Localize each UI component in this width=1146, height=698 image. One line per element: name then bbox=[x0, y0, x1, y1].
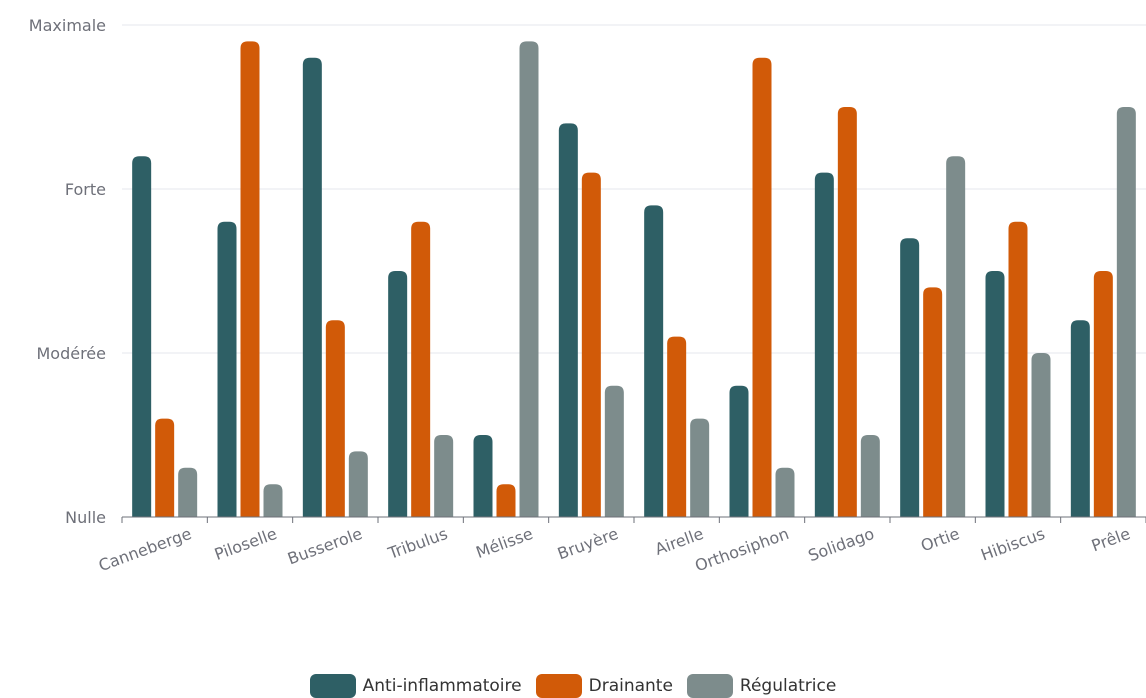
bar-régulatrice-canneberge[interactable] bbox=[178, 467, 198, 517]
bar-drainante-piloselle[interactable] bbox=[240, 41, 260, 518]
bar-anti-inflammatoire-prêle[interactable] bbox=[1070, 320, 1090, 517]
bar-régulatrice-piloselle[interactable] bbox=[263, 484, 283, 517]
bar-régulatrice-orthosiphon[interactable] bbox=[775, 467, 795, 517]
bar-régulatrice-airelle[interactable] bbox=[690, 418, 710, 517]
x-tick-label: Ortie bbox=[918, 524, 962, 555]
bar-anti-inflammatoire-hibiscus[interactable] bbox=[985, 271, 1005, 517]
bar-anti-inflammatoire-canneberge[interactable] bbox=[132, 156, 152, 517]
x-tick-label: Orthosiphon bbox=[692, 524, 791, 576]
bar-régulatrice-mélisse[interactable] bbox=[519, 41, 539, 518]
bar-régulatrice-bruyère[interactable] bbox=[604, 385, 624, 517]
y-axis-tick-labels: Nulle Modérée Forte Maximale bbox=[29, 16, 106, 527]
bar-anti-inflammatoire-piloselle[interactable] bbox=[217, 221, 237, 518]
x-axis bbox=[121, 516, 1146, 523]
bar-drainante-solidago[interactable] bbox=[837, 107, 857, 517]
bar-anti-inflammatoire-solidago[interactable] bbox=[814, 172, 834, 517]
x-tick-label: Busserole bbox=[285, 524, 365, 569]
bars bbox=[132, 41, 1136, 518]
x-tick-label: Prêle bbox=[1089, 524, 1133, 555]
bar-drainante-tribulus[interactable] bbox=[411, 221, 431, 518]
bar-drainante-airelle[interactable] bbox=[667, 336, 687, 517]
grid-lines bbox=[122, 24, 1146, 354]
bar-régulatrice-busserole[interactable] bbox=[348, 451, 368, 517]
bar-anti-inflammatoire-tribulus[interactable] bbox=[388, 271, 408, 517]
x-tick-label: Canneberge bbox=[96, 524, 194, 575]
legend-swatch bbox=[535, 674, 582, 698]
bar-anti-inflammatoire-bruyère[interactable] bbox=[558, 123, 578, 518]
x-tick-label: Airelle bbox=[652, 524, 706, 559]
bar-drainante-hibiscus[interactable] bbox=[1008, 221, 1028, 518]
bar-anti-inflammatoire-busserole[interactable] bbox=[302, 57, 322, 518]
bar-drainante-orthosiphon[interactable] bbox=[752, 57, 772, 518]
legend-label: Drainante bbox=[588, 676, 673, 696]
legend-item-régulatrice[interactable]: Régulatrice bbox=[686, 674, 837, 698]
bar-régulatrice-hibiscus[interactable] bbox=[1031, 353, 1051, 517]
bar-drainante-canneberge[interactable] bbox=[155, 418, 175, 517]
legend-swatch bbox=[686, 674, 733, 698]
bar-anti-inflammatoire-orthosiphon[interactable] bbox=[729, 385, 749, 517]
bar-anti-inflammatoire-mélisse[interactable] bbox=[473, 435, 493, 517]
y-tick-label: Forte bbox=[65, 180, 106, 199]
legend[interactable]: Anti-inflammatoire Drainante Régulatrice bbox=[0, 674, 1146, 698]
bar-régulatrice-tribulus[interactable] bbox=[434, 435, 454, 517]
bar-anti-inflammatoire-airelle[interactable] bbox=[644, 205, 664, 517]
x-tick-label: Tribulus bbox=[385, 524, 450, 563]
x-tick-label: Mélisse bbox=[473, 524, 535, 562]
bar-chart: Nulle Modérée Forte Maximale Canneberge Pilo… bbox=[29, 16, 1146, 576]
bar-drainante-ortie[interactable] bbox=[923, 287, 943, 517]
bar-drainante-busserole[interactable] bbox=[325, 320, 345, 517]
legend-item-anti-inflammatoire[interactable]: Anti-inflammatoire bbox=[309, 674, 522, 698]
bar-régulatrice-solidago[interactable] bbox=[860, 435, 880, 517]
legend-item-drainante[interactable]: Drainante bbox=[535, 674, 673, 698]
legend-label: Anti-inflammatoire bbox=[362, 676, 522, 696]
y-tick-label: Nulle bbox=[65, 508, 106, 527]
x-tick-label: Hibiscus bbox=[978, 524, 1047, 565]
bar-drainante-mélisse[interactable] bbox=[496, 484, 516, 517]
x-tick-label: Bruyère bbox=[555, 524, 621, 563]
bar-drainante-prêle[interactable] bbox=[1093, 271, 1113, 517]
legend-swatch bbox=[309, 674, 356, 698]
bar-régulatrice-prêle[interactable] bbox=[1116, 107, 1136, 517]
legend-label: Régulatrice bbox=[739, 676, 837, 696]
y-tick-label: Maximale bbox=[29, 16, 106, 35]
x-tick-label: Solidago bbox=[806, 524, 877, 565]
y-tick-label: Modérée bbox=[36, 344, 106, 363]
bar-régulatrice-ortie[interactable] bbox=[946, 156, 966, 517]
bar-drainante-bruyère[interactable] bbox=[581, 172, 601, 517]
bar-anti-inflammatoire-ortie[interactable] bbox=[900, 238, 920, 517]
x-tick-label: Piloselle bbox=[212, 524, 279, 564]
x-axis-tick-labels: Canneberge Piloselle Busserole Tribulus Méli… bbox=[96, 524, 1133, 576]
